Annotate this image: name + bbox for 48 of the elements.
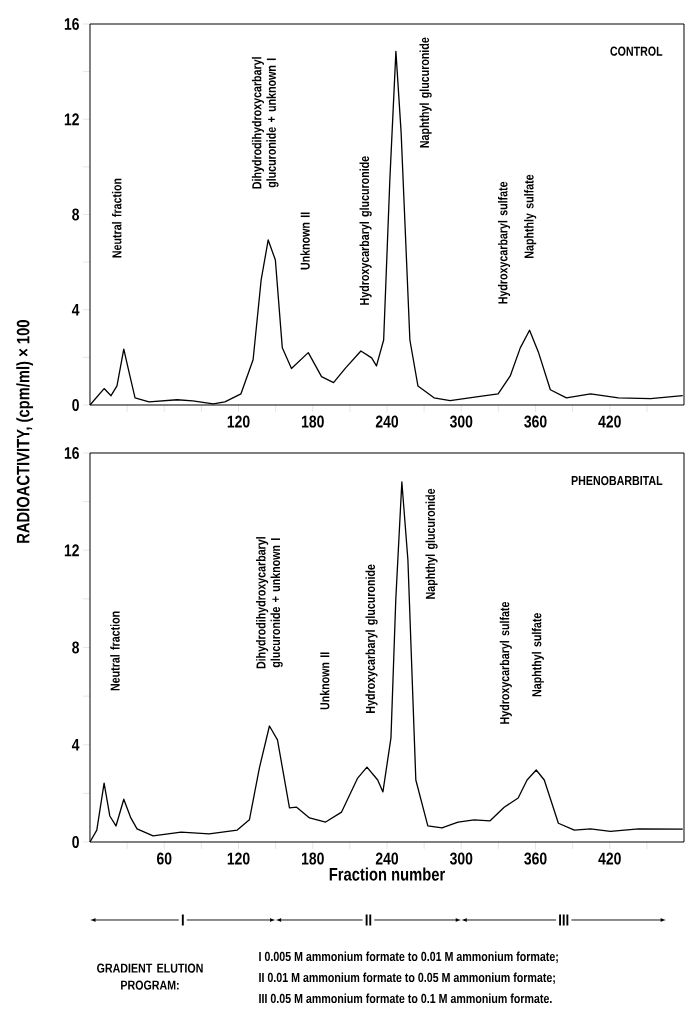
annotation: Dihydrodihydroxycarbaryl glucuronide + unknown I [251, 57, 279, 189]
text: II 0.01 M ammonium formate to 0.05 M ammonium formate; [259, 972, 555, 984]
y-tick-label: 12 [64, 544, 79, 557]
y-tick-label: 8 [72, 208, 80, 221]
annotation: Unknown II [300, 212, 310, 270]
y-tick-label: 8 [72, 641, 80, 654]
text: III 0.05 M ammonium formate to 0.1 M ammonium formate. [259, 993, 552, 1004]
annotation: Hydroxycarbaryl sulfate [499, 601, 512, 724]
annotation: Naphthyl glucuronide [419, 37, 432, 148]
y-tick-label: 0 [72, 835, 79, 849]
annotation: Neutral fraction [111, 178, 122, 258]
annotation: Hydroxycarbaryl sulfate [497, 181, 511, 304]
text: GRADIENT ELUTION PROGRAM: [97, 963, 203, 990]
annotation: Naphthly sulfate [524, 174, 537, 258]
annotation: Dihydrodihydroxycarbaryl glucuronide + unknown I [256, 537, 283, 669]
text: II [365, 914, 372, 926]
y-tick-label: 16 [64, 17, 79, 31]
y-tick-label: 16 [64, 446, 79, 460]
x-tick-label: 360 [524, 852, 547, 865]
text: CONTROL [610, 46, 663, 56]
annotation: Hydroxycarbaryl glucuronide [359, 156, 372, 305]
x-tick-label: 120 [227, 852, 250, 865]
x-tick-label: 60 [157, 852, 172, 865]
x-tick-label: 300 [449, 415, 473, 428]
x-tick-label: 180 [301, 415, 324, 428]
text: I 0.005 M ammonium formate to 0.01 M ammonium formate; [259, 951, 558, 963]
y-tick-label: 4 [71, 738, 80, 751]
x-tick-label: 420 [598, 415, 621, 428]
x-axis-title: Fraction number [329, 867, 445, 881]
x-tick-label: 120 [227, 415, 250, 428]
x-tick-label: 420 [598, 852, 621, 865]
y-axis-title: RADIOACTIVITY, (cpm/ml) × 100 [16, 320, 34, 543]
x-tick-label: 240 [375, 415, 399, 428]
annotation: Hydroxycarbaryl glucuronide [365, 564, 378, 713]
text: PHENOBARBITAL [571, 475, 663, 486]
annotation: Neutral fraction [110, 611, 120, 691]
y-tick-label: 0 [72, 398, 79, 412]
text: I [181, 914, 184, 926]
x-tick-label: 180 [302, 852, 324, 865]
annotation: Unknown II [319, 652, 330, 710]
annotation: Naphthyl glucuronide [425, 488, 438, 599]
y-tick-label: 12 [64, 113, 79, 126]
annotation: Naphthyl sulfate [531, 613, 544, 697]
x-tick-label: 360 [524, 415, 547, 428]
x-tick-label: 300 [449, 852, 473, 865]
y-tick-label: 4 [71, 303, 80, 316]
text: III [559, 914, 569, 926]
x-tick-label: 240 [375, 852, 399, 865]
